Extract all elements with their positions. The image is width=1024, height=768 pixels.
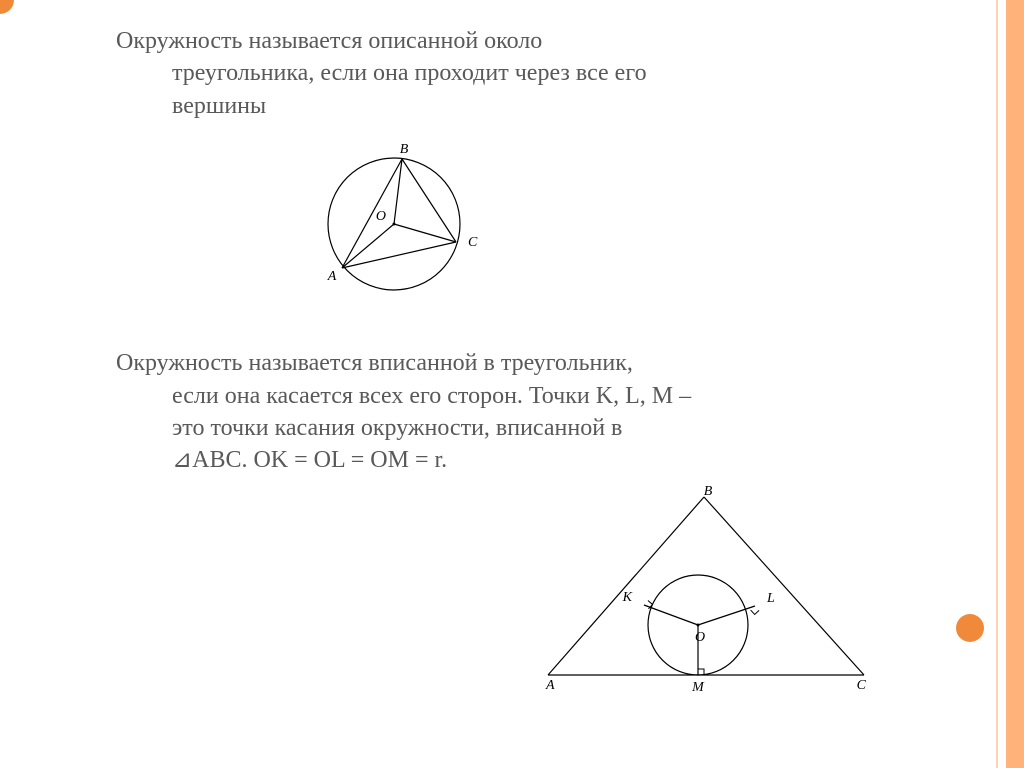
content-area: Окружность называется описанной около тр… [116,25,946,700]
circumscribed-svg: B A C O [306,132,486,312]
p1-line1: Окружность называется описанной около [116,25,946,57]
figure-inscribed-circle: B A C K L M O [536,485,946,700]
svg-text:K: K [622,590,633,605]
right-inner-line [996,0,998,768]
svg-text:O: O [695,630,705,645]
svg-text:B: B [400,142,409,157]
p2-line1: Окружность называется вписанной в треуго… [116,347,946,379]
svg-text:O: O [376,209,386,224]
paragraph-circumscribed: Окружность называется описанной около тр… [116,25,946,122]
svg-text:C: C [468,235,478,250]
p2-line3: это точки касания окружности, вписанной … [116,412,946,444]
p1-line3: вершины [116,90,946,122]
svg-text:L: L [766,591,775,606]
p2-line2: если она касается всех его сторон. Точки… [116,380,946,412]
slide-page: Окружность называется описанной около тр… [0,0,1024,768]
svg-text:A: A [545,678,555,693]
right-border-strip [1006,0,1024,768]
p1-line2: треугольника, если она проходит через вс… [116,57,946,89]
inscribed-svg: B A C K L M O [536,485,876,695]
svg-text:C: C [857,678,867,693]
p2-line4: ⊿ABC. OK = OL = OM = r. [116,444,946,476]
accent-dot-right [956,614,984,642]
figure-circumscribed-circle: B A C O [306,132,946,317]
svg-text:M: M [691,680,705,695]
svg-text:A: A [327,269,337,284]
svg-text:B: B [704,485,713,499]
corner-accent-dot [0,0,14,14]
paragraph-inscribed: Окружность называется вписанной в треуго… [116,347,946,477]
